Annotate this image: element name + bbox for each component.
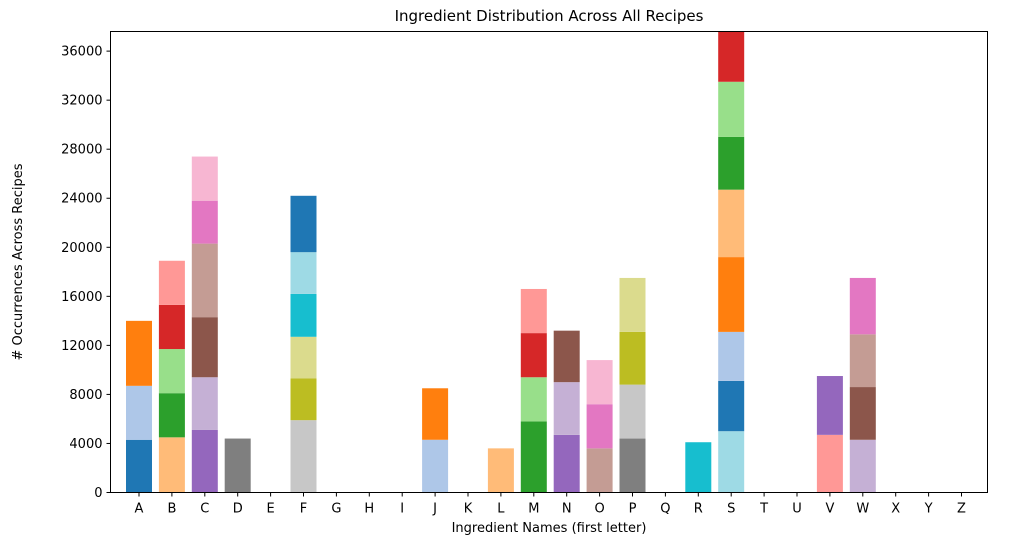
bar-segment-m-1 [520,421,547,493]
bar-segment-p-2 [619,384,646,439]
x-tick-label-l: L [497,502,505,517]
y-tick-label: 16000 [61,290,102,305]
x-axis-ticks: A B C D E F G H I J K L M N O P Q R S T U V W X Y Z [135,492,966,517]
x-tick-label-g: G [331,502,341,517]
bar-segment-a-3 [126,320,152,386]
bar-segment-w-1 [849,439,876,493]
bar-segment-f-1 [290,420,317,493]
y-tick-label: 0 [94,486,102,501]
x-tick-label-t: T [759,502,768,517]
y-tick-label: 8000 [69,388,102,403]
bar-segment-a-2 [126,385,152,440]
bar-segment-c-3 [191,317,218,378]
bar-segment-r-1 [685,442,712,493]
bar-segment-m-4 [520,288,547,334]
x-tick-label-b: B [167,502,176,517]
bar-segment-m-2 [520,377,547,422]
bar-segment-v-2 [816,376,843,435]
x-tick-label-v: V [825,502,834,517]
y-tick-label: 36000 [61,45,102,60]
bars-layer [126,31,876,493]
x-tick-label-o: O [594,502,604,517]
y-tick-label: 20000 [61,241,102,256]
x-tick-label-z: Z [957,502,966,517]
bar-segment-c-5 [191,200,218,244]
bar-segment-f-4 [290,293,317,337]
bar-segment-o-2 [586,404,613,449]
bar-segment-f-5 [290,252,317,294]
bar-segment-j-1 [422,439,449,493]
x-tick-label-p: P [629,502,637,517]
x-tick-label-f: F [300,502,307,517]
y-axis-label: # Occurrences Across Recipes [11,163,26,360]
bar-segment-c-1 [191,429,218,493]
x-tick-label-w: W [856,502,869,517]
bar-segment-f-6 [290,195,317,253]
y-tick-label: 24000 [61,192,102,207]
bar-segment-w-4 [849,277,876,335]
bar-segment-j-2 [422,388,449,440]
y-axis-ticks: 0 4000 8000 12000 16000 20000 24000 28000 32000 3… [61,45,111,501]
x-tick-label-r: R [694,502,703,517]
x-tick-label-y: Y [924,502,933,517]
x-tick-label-i: I [400,502,404,517]
bar-segment-b-5 [158,260,185,305]
bar-segment-o-3 [586,360,613,405]
bar-segment-s-5 [718,189,745,258]
bar-segment-a-1 [126,439,152,493]
y-tick-label: 32000 [61,94,102,109]
bar-segment-c-4 [191,243,218,318]
x-tick-label-c: C [200,502,209,517]
bar-segment-o-1 [586,448,613,493]
bar-segment-p-4 [619,277,646,332]
bar-segment-b-2 [158,393,185,438]
bar-segment-s-8 [718,31,745,82]
x-tick-label-u: U [792,502,802,517]
bar-segment-l-1 [487,448,514,493]
bar-segment-c-2 [191,377,218,430]
bar-segment-s-1 [718,431,745,493]
bar-segment-f-2 [290,378,317,421]
y-tick-label: 12000 [61,339,102,354]
x-tick-label-h: H [364,502,374,517]
bar-segment-w-3 [849,334,876,388]
bar-segment-n-3 [553,330,580,383]
x-tick-label-n: N [562,502,572,517]
x-tick-label-m: M [528,502,539,517]
x-tick-label-s: S [727,502,735,517]
y-tick-label: 28000 [61,143,102,158]
x-tick-label-d: D [233,502,243,517]
bar-segment-s-6 [718,136,745,190]
x-tick-label-e: E [266,502,274,517]
x-tick-label-x: X [891,502,900,517]
bar-segment-p-1 [619,438,646,493]
bar-segment-n-1 [553,434,580,493]
bar-segment-b-3 [158,349,185,394]
bar-segment-v-1 [816,434,843,493]
x-axis-label: Ingredient Names (first letter) [452,521,647,536]
plot-frame [110,31,988,493]
bar-segment-n-2 [553,382,580,435]
bar-segment-d-1 [224,438,251,493]
bar-segment-c-6 [191,156,218,201]
y-tick-label: 4000 [69,437,102,452]
bar-segment-s-2 [718,380,745,432]
bar-segment-b-1 [158,437,185,493]
bar-segment-p-3 [619,331,646,385]
chart-title: Ingredient Distribution Across All Recip… [395,7,704,25]
bar-segment-s-4 [718,257,745,332]
bar-segment-f-3 [290,336,317,379]
x-tick-label-q: Q [660,502,670,517]
x-tick-label-a: A [135,502,144,517]
bar-segment-s-3 [718,331,745,381]
bar-segment-m-3 [520,333,547,378]
bar-segment-b-4 [158,304,185,350]
x-tick-label-k: K [464,502,473,517]
bar-segment-s-7 [718,81,745,137]
x-tick-label-j: J [432,502,437,517]
bar-segment-w-2 [849,387,876,440]
